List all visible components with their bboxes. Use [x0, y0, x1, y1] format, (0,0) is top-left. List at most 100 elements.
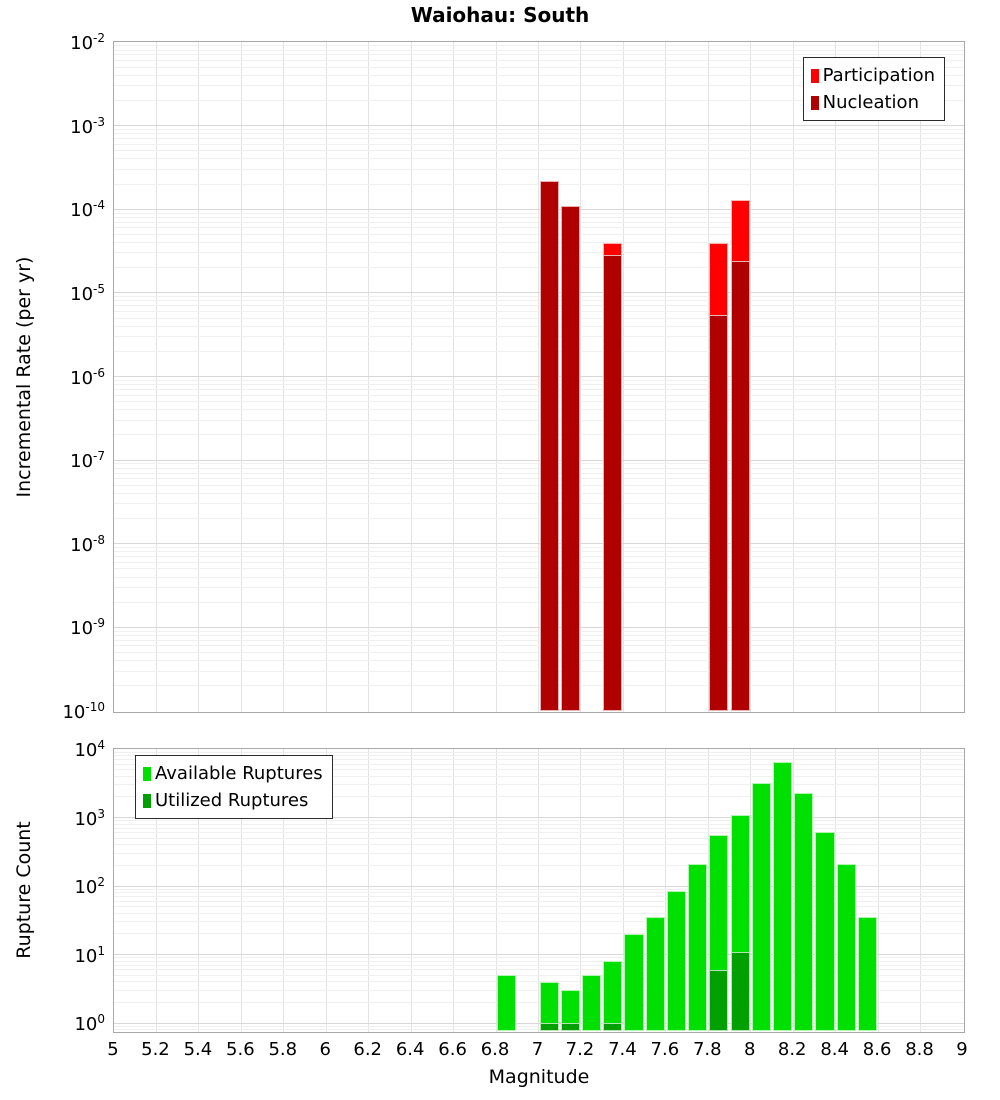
bottom-y-axis-label: Rupture Count: [13, 821, 35, 959]
gridline-vertical: [538, 749, 539, 1032]
y-tick-label: 10-5: [70, 281, 105, 305]
gridline-minor: [114, 325, 964, 327]
gridline-minor: [114, 85, 964, 87]
gridline-minor: [114, 492, 964, 494]
gridline-minor: [114, 769, 964, 771]
gridline-vertical: [792, 749, 794, 1032]
gridline-vertical: [580, 42, 582, 712]
gridline-vertical: [792, 42, 794, 712]
y-tick-label: 10-7: [70, 449, 105, 473]
gridline-minor: [114, 138, 964, 140]
gridline-minor: [114, 150, 964, 152]
gridline-minor: [114, 467, 964, 469]
gridline-minor: [114, 212, 964, 214]
gridline-major: [114, 125, 964, 127]
gridline-minor: [114, 434, 964, 436]
gridline-minor: [114, 576, 964, 578]
gridline-vertical: [835, 749, 837, 1032]
y-tick-label: 10-2: [70, 31, 105, 54]
gridline-major: [114, 954, 964, 956]
nucleation-bar: [709, 314, 729, 711]
bottom-plot-canvas: [114, 749, 964, 1032]
y-tick-label: 10-6: [70, 365, 105, 389]
y-tick-label: 10-8: [70, 532, 105, 556]
available-ruptures-bar: [497, 975, 517, 1031]
gridline-minor: [114, 660, 964, 662]
available-ruptures-bar: [582, 975, 602, 1031]
gridline-minor: [114, 409, 964, 411]
nucleation-bar: [603, 255, 623, 711]
gridline-vertical: [240, 42, 242, 712]
gridline-minor: [114, 888, 964, 890]
gridline-minor: [114, 1025, 964, 1027]
legend-swatch-icon: [810, 68, 819, 83]
gridline-minor: [114, 401, 964, 403]
gridline-vertical: [368, 42, 370, 712]
gridline-minor: [114, 158, 964, 160]
gridline-vertical: [707, 42, 709, 712]
gridline-major: [114, 626, 964, 628]
gridline-minor: [114, 896, 964, 898]
gridline-minor: [114, 634, 964, 636]
gridline-minor: [114, 685, 964, 687]
x-tick-label: 8: [744, 1039, 756, 1060]
gridline-minor: [114, 1001, 964, 1003]
gridline-minor: [114, 784, 964, 786]
legend-item: Utilized Ruptures: [143, 787, 323, 814]
gridline-minor: [114, 221, 964, 223]
gridline-minor: [114, 969, 964, 971]
legend-swatch-icon: [143, 766, 151, 781]
gridline-minor: [114, 388, 964, 390]
gridline-minor: [114, 379, 964, 381]
x-tick-label: 8.4: [820, 1039, 849, 1060]
gridline-minor: [114, 960, 964, 962]
gridline-minor: [114, 670, 964, 672]
chart-title: Waiohau: South: [410, 3, 590, 27]
gridline-minor: [114, 837, 964, 839]
gridline-minor: [114, 551, 964, 553]
gridline-minor: [114, 775, 964, 777]
gridline-vertical: [835, 42, 837, 712]
gridline-minor: [114, 317, 964, 319]
gridline-minor: [114, 54, 964, 56]
gridline-minor: [114, 820, 964, 822]
gridline-vertical: [622, 42, 624, 712]
x-tick-label: 5.2: [141, 1039, 170, 1060]
x-tick-label: 8.2: [777, 1039, 807, 1060]
available-ruptures-bar: [666, 890, 686, 1031]
gridline-major: [114, 817, 964, 819]
gridline-minor: [114, 128, 964, 130]
gridline-major: [114, 1022, 964, 1024]
gridline-minor: [114, 568, 964, 570]
gridline-vertical: [410, 749, 412, 1032]
x-tick-label: 5: [107, 1039, 119, 1060]
gridline-minor: [114, 892, 964, 894]
gridline-minor: [114, 827, 964, 829]
y-tick-label: 10-4: [70, 198, 105, 222]
gridline-minor: [114, 419, 964, 421]
x-tick-label: 8.8: [905, 1039, 934, 1060]
gridline-minor: [114, 921, 964, 923]
gridline-minor: [114, 484, 964, 486]
gridline-vertical: [410, 42, 412, 712]
gridline-minor: [114, 143, 964, 145]
gridline-major: [114, 885, 964, 887]
gridline-vertical: [877, 42, 879, 712]
y-tick-label: 100: [74, 1012, 105, 1036]
gridline-minor: [114, 518, 964, 520]
x-tick-label: 7.6: [650, 1039, 680, 1060]
x-tick-label: 7.4: [608, 1039, 637, 1060]
y-tick-label: 10-3: [70, 114, 105, 138]
gridline-minor: [114, 639, 964, 641]
gridline-minor: [114, 216, 964, 218]
x-tick-label: 6: [319, 1039, 331, 1060]
gridline-minor: [114, 66, 964, 68]
x-tick-label: 5.6: [226, 1039, 255, 1060]
gridline-minor: [114, 547, 964, 549]
gridline-minor: [114, 60, 964, 62]
y-tick-label: 104: [74, 738, 105, 761]
gridline-minor: [114, 267, 964, 269]
gridline-minor: [114, 900, 964, 902]
available-ruptures-bar: [645, 917, 665, 1031]
gridline-vertical: [538, 42, 539, 712]
